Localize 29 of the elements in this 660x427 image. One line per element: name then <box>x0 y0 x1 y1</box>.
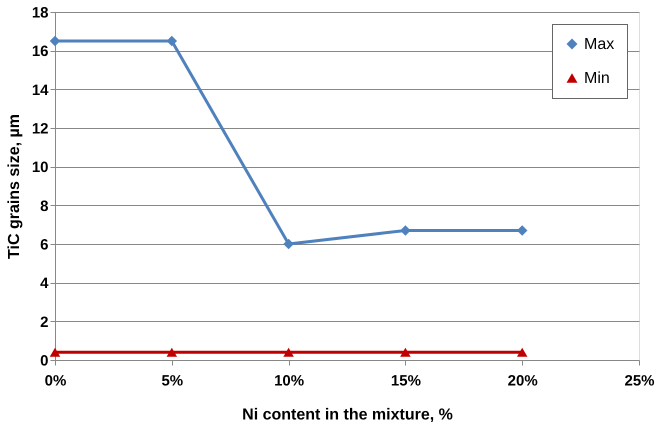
legend-label: Min <box>584 70 610 87</box>
y-axis-title: TiC grains size, µm <box>6 114 23 259</box>
x-tick-label: 20% <box>508 372 538 390</box>
x-tick-label: 0% <box>44 372 66 390</box>
y-tick-label: 6 <box>40 236 48 254</box>
y-tick-label: 18 <box>32 4 48 22</box>
y-tick-label: 12 <box>32 120 48 138</box>
point <box>50 348 60 357</box>
point <box>400 348 411 357</box>
x-tick-label: 5% <box>161 372 184 390</box>
y-tick-label: 10 <box>32 159 48 176</box>
point <box>516 348 528 357</box>
x-tick-label: 15% <box>390 372 421 390</box>
x-tick-label: 10% <box>274 372 304 390</box>
x-axis-title: Ni content in the mixture, % <box>242 406 453 424</box>
point <box>166 348 178 357</box>
point <box>400 225 411 236</box>
y-tick-label: 0 <box>40 352 48 370</box>
y-tick-label: 8 <box>40 198 48 215</box>
y-tick-label: 2 <box>40 314 48 331</box>
point <box>166 36 178 46</box>
point <box>283 348 294 357</box>
y-tick-label: 14 <box>32 82 50 99</box>
y-tick-label: 4 <box>40 275 50 292</box>
legend-label: Max <box>584 36 614 53</box>
point <box>283 238 294 250</box>
point <box>50 36 60 46</box>
x-tick-label: 25% <box>624 372 655 390</box>
y-tick-label: 16 <box>32 43 48 60</box>
